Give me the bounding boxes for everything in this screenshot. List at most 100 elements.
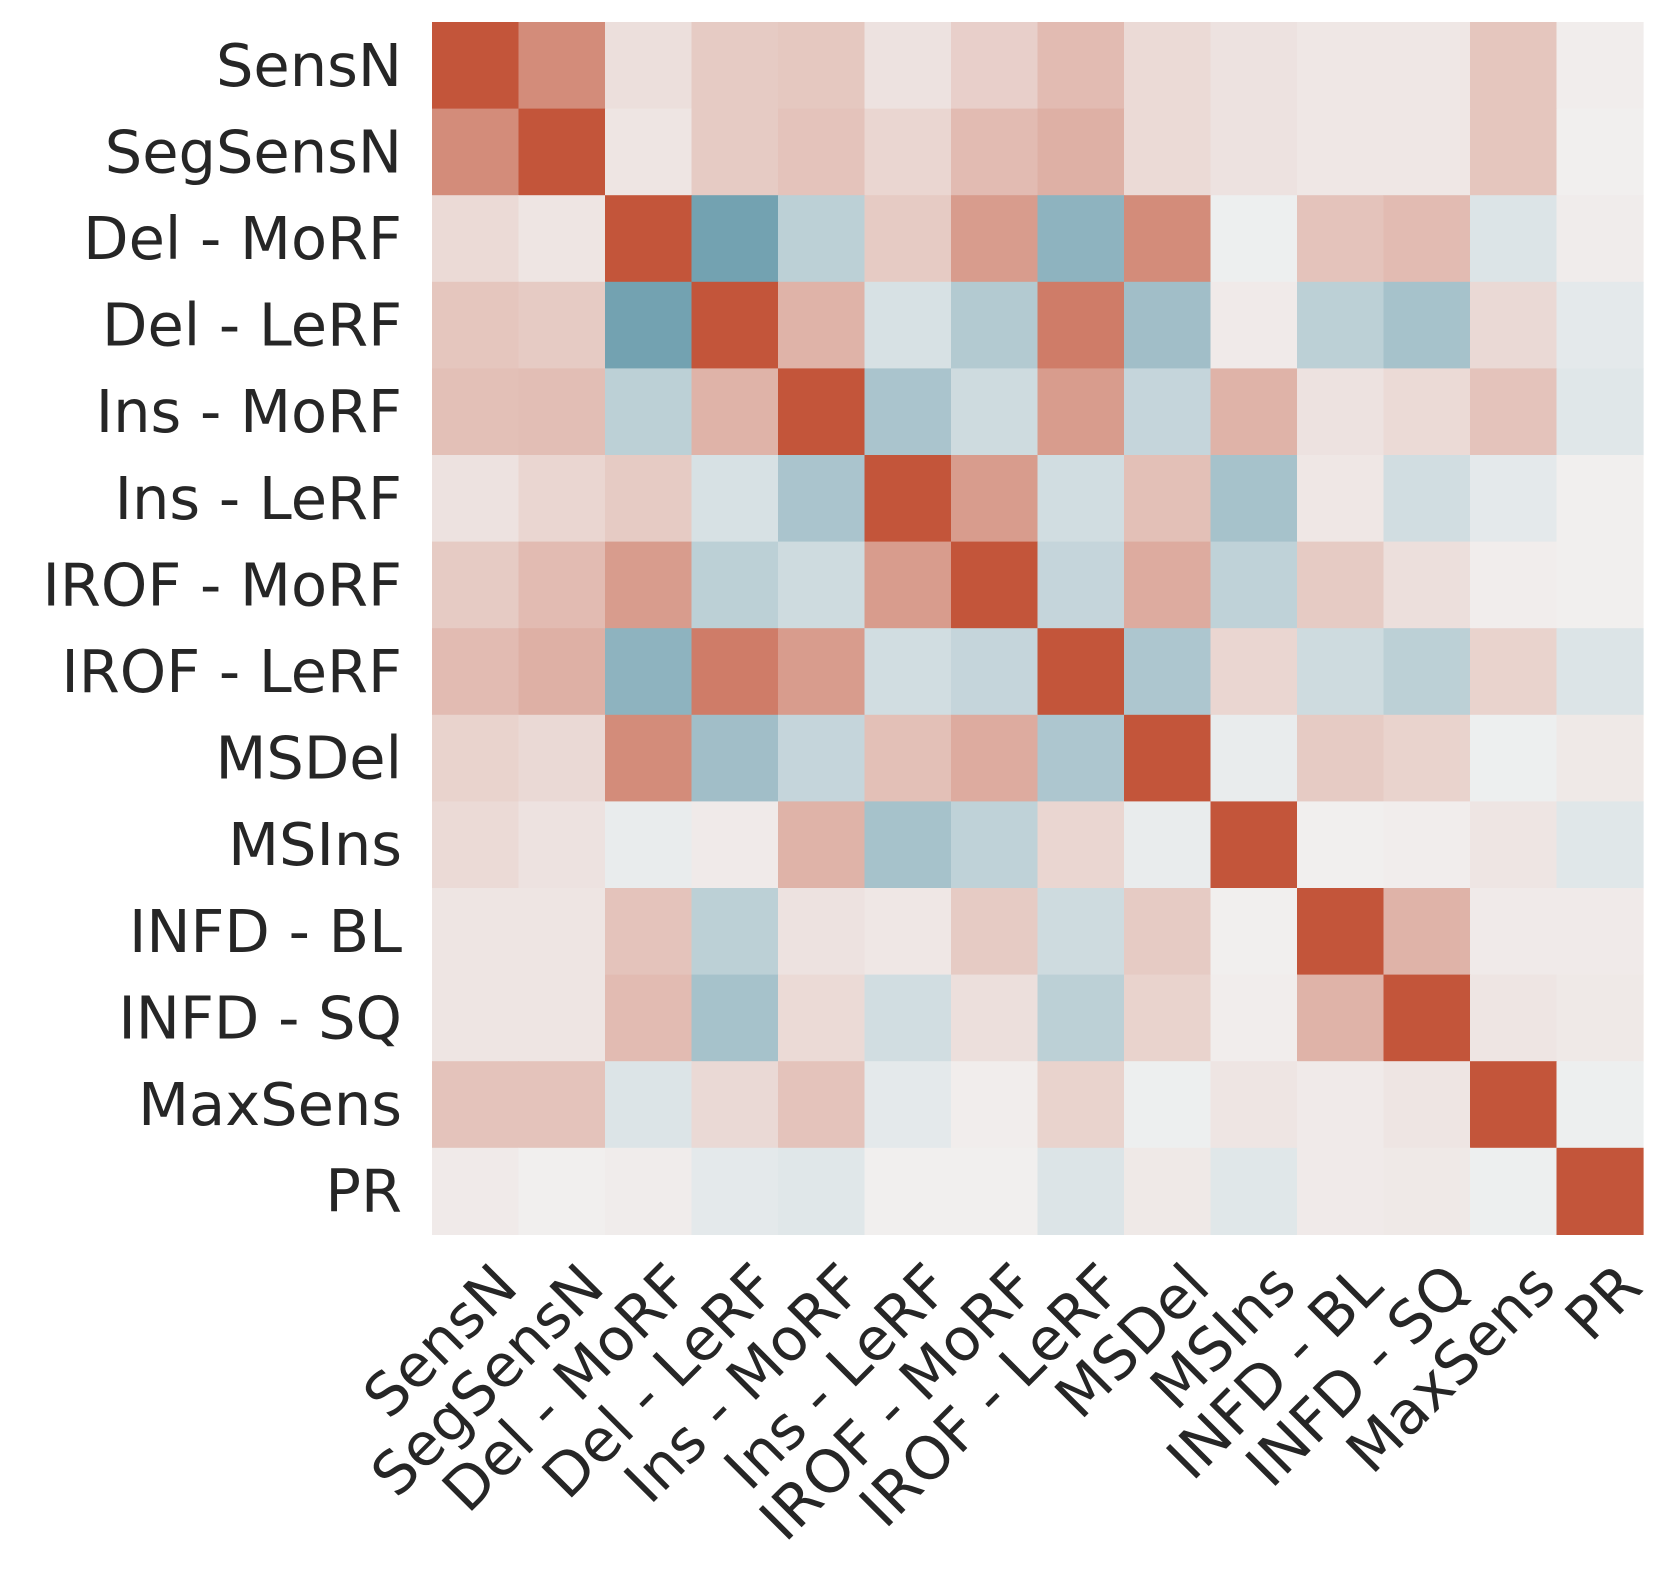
heatmap-cell-msdel-maxsens (1470, 714, 1558, 802)
heatmap-cell-segsensn-msins (1210, 108, 1298, 196)
heatmap-cell-irof-lerf-ins-lerf (864, 628, 952, 716)
heatmap-cell-irof-lerf-irof-morf (951, 628, 1039, 716)
heatmap-cell-irof-morf-msins (1210, 541, 1298, 629)
heatmap-cell-ins-morf-pr (1556, 368, 1644, 456)
heatmap-cell-irof-morf-del-morf (605, 541, 693, 629)
heatmap-cell-ins-lerf-msins (1210, 455, 1298, 543)
heatmap-cell-sensn-msins (1210, 22, 1298, 110)
heatmap-cell-ins-lerf-infd-bl (1297, 455, 1385, 543)
heatmap-cell-ins-lerf-sensn (432, 455, 520, 543)
heatmap-cell-maxsens-infd-sq (1383, 1061, 1471, 1149)
heatmap-cell-infd-sq-ins-morf (778, 974, 866, 1062)
y-tick-label-infd-bl: INFD - BL (129, 897, 402, 966)
heatmap-cell-maxsens-pr (1556, 1061, 1644, 1149)
heatmap-cell-ins-lerf-irof-lerf (1037, 455, 1125, 543)
heatmap-cell-msins-infd-sq (1383, 801, 1471, 889)
heatmap-cell-ins-lerf-maxsens (1470, 455, 1558, 543)
heatmap-cell-del-lerf-msins (1210, 281, 1298, 369)
heatmap-cell-msins-segsensn (518, 801, 606, 889)
y-tick-label-irof-lerf: IROF - LeRF (61, 637, 402, 706)
heatmap-cell-del-lerf-infd-bl (1297, 281, 1385, 369)
heatmap-cell-pr-maxsens (1470, 1147, 1558, 1235)
heatmap-cell-segsensn-msdel (1124, 108, 1212, 196)
heatmap-cell-infd-sq-ins-lerf (864, 974, 952, 1062)
y-tick-label-segsensn: SegSensN (105, 117, 402, 186)
heatmap-cell-infd-sq-pr (1556, 974, 1644, 1062)
heatmap-cell-maxsens-irof-morf (951, 1061, 1039, 1149)
heatmap-cell-msins-ins-morf (778, 801, 866, 889)
heatmap-cell-irof-lerf-infd-bl (1297, 628, 1385, 716)
heatmap-cell-maxsens-infd-bl (1297, 1061, 1385, 1149)
heatmap-cell-msdel-sensn (432, 714, 520, 802)
heatmap-cell-del-morf-ins-morf (778, 195, 866, 283)
heatmap-cell-segsensn-ins-lerf (864, 108, 952, 196)
heatmap-cell-msdel-infd-bl (1297, 714, 1385, 802)
heatmap-cell-ins-morf-irof-lerf (1037, 368, 1125, 456)
y-tick-label-del-lerf: Del - LeRF (102, 291, 402, 360)
heatmap-cell-infd-bl-segsensn (518, 888, 606, 976)
heatmap-cell-segsensn-irof-morf (951, 108, 1039, 196)
heatmap-cell-irof-lerf-msdel (1124, 628, 1212, 716)
heatmap-cell-segsensn-infd-sq (1383, 108, 1471, 196)
heatmap-cell-del-lerf-irof-lerf (1037, 281, 1125, 369)
heatmap-cell-del-lerf-del-lerf (691, 281, 779, 369)
heatmap-cell-infd-bl-infd-sq (1383, 888, 1471, 976)
heatmap-cell-maxsens-del-lerf (691, 1061, 779, 1149)
heatmap-cell-msins-sensn (432, 801, 520, 889)
heatmap-cell-del-lerf-msdel (1124, 281, 1212, 369)
y-tick-label-msdel: MSDel (216, 724, 402, 793)
heatmap-cell-ins-morf-infd-bl (1297, 368, 1385, 456)
heatmap-cell-sensn-segsensn (518, 22, 606, 110)
heatmap-cell-msdel-msins (1210, 714, 1298, 802)
y-tick-label-pr: PR (325, 1157, 402, 1226)
heatmap-cell-irof-lerf-maxsens (1470, 628, 1558, 716)
heatmap-cell-ins-lerf-pr (1556, 455, 1644, 543)
heatmap-cell-infd-bl-irof-morf (951, 888, 1039, 976)
heatmap-cell-del-lerf-ins-lerf (864, 281, 952, 369)
heatmap-cell-del-lerf-pr (1556, 281, 1644, 369)
heatmap-cell-pr-infd-sq (1383, 1147, 1471, 1235)
heatmap-cell-infd-sq-del-morf (605, 974, 693, 1062)
heatmap-cell-msins-irof-morf (951, 801, 1039, 889)
heatmap-cell-infd-sq-msins (1210, 974, 1298, 1062)
heatmap-cell-irof-morf-infd-bl (1297, 541, 1385, 629)
heatmap-cell-infd-sq-infd-bl (1297, 974, 1385, 1062)
heatmap-cell-sensn-ins-lerf (864, 22, 952, 110)
heatmap-cell-del-lerf-segsensn (518, 281, 606, 369)
heatmap-cell-irof-lerf-del-lerf (691, 628, 779, 716)
heatmap-cell-segsensn-maxsens (1470, 108, 1558, 196)
heatmap-cell-msins-del-lerf (691, 801, 779, 889)
heatmap-cell-maxsens-maxsens (1470, 1061, 1558, 1149)
heatmap-cell-infd-sq-segsensn (518, 974, 606, 1062)
heatmap-cell-pr-del-lerf (691, 1147, 779, 1235)
heatmap-cell-ins-lerf-irof-morf (951, 455, 1039, 543)
y-tick-label-del-morf: Del - MoRF (83, 204, 402, 273)
heatmap-cell-maxsens-del-morf (605, 1061, 693, 1149)
y-tick-label-ins-lerf: Ins - LeRF (115, 464, 402, 533)
heatmap-cell-sensn-pr (1556, 22, 1644, 110)
heatmap-cell-ins-lerf-ins-lerf (864, 455, 952, 543)
heatmap-cell-sensn-ins-morf (778, 22, 866, 110)
heatmap-cell-irof-morf-pr (1556, 541, 1644, 629)
heatmap-cell-infd-bl-irof-lerf (1037, 888, 1125, 976)
heatmap-cell-del-lerf-sensn (432, 281, 520, 369)
heatmap-cell-irof-morf-ins-morf (778, 541, 866, 629)
heatmap-cell-segsensn-sensn (432, 108, 520, 196)
heatmap-cell-del-morf-msins (1210, 195, 1298, 283)
heatmap-cell-ins-morf-ins-morf (778, 368, 866, 456)
heatmap-cell-segsensn-segsensn (518, 108, 606, 196)
y-tick-label-irof-morf: IROF - MoRF (42, 550, 402, 619)
heatmap-cell-pr-infd-bl (1297, 1147, 1385, 1235)
heatmap-cell-irof-morf-irof-lerf (1037, 541, 1125, 629)
heatmap-cell-irof-lerf-irof-lerf (1037, 628, 1125, 716)
heatmap-cell-segsensn-del-morf (605, 108, 693, 196)
heatmap-cell-ins-lerf-del-morf (605, 455, 693, 543)
heatmap-cell-segsensn-del-lerf (691, 108, 779, 196)
heatmap-cell-del-lerf-maxsens (1470, 281, 1558, 369)
heatmap-cell-msins-ins-lerf (864, 801, 952, 889)
heatmap-cell-infd-bl-msins (1210, 888, 1298, 976)
heatmap-cell-infd-sq-irof-morf (951, 974, 1039, 1062)
heatmap-cell-maxsens-sensn (432, 1061, 520, 1149)
